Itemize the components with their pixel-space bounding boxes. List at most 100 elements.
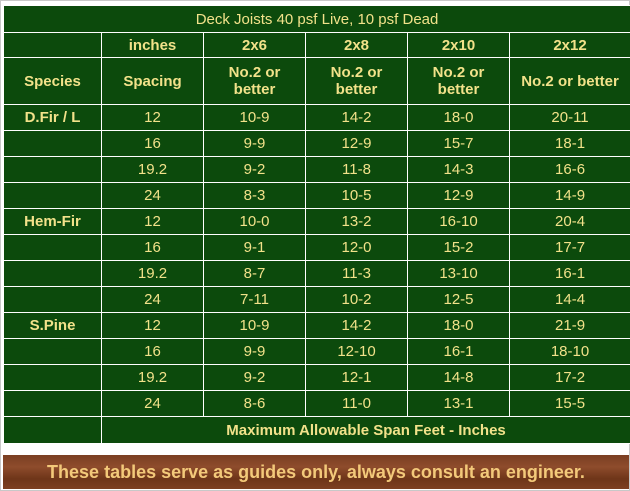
spacing-cell: 12 (102, 209, 203, 234)
table-row: 19.2 9-2 12-1 14-8 17-2 (4, 365, 630, 390)
span-value-cell: 10-9 (204, 313, 305, 338)
spacing-cell: 19.2 (102, 365, 203, 390)
span-value-cell: 7-11 (204, 287, 305, 312)
footer-row: Maximum Allowable Span Feet - Inches (4, 417, 630, 443)
footer-blank-cell (4, 417, 101, 443)
span-value-cell: 10-5 (306, 183, 407, 208)
spacing-cell: 12 (102, 313, 203, 338)
span-value-cell: 13-1 (408, 391, 509, 416)
span-value-cell: 9-1 (204, 235, 305, 260)
footer-note: Maximum Allowable Span Feet - Inches (102, 417, 630, 443)
span-value-cell: 11-3 (306, 261, 407, 286)
span-value-cell: 14-9 (510, 183, 630, 208)
span-value-cell: 17-2 (510, 365, 630, 390)
span-value-cell: 12-10 (306, 339, 407, 364)
span-value-cell: 12-1 (306, 365, 407, 390)
species-cell (4, 131, 101, 156)
span-value-cell: 12-9 (408, 183, 509, 208)
species-cell (4, 391, 101, 416)
spacing-cell: 16 (102, 131, 203, 156)
span-value-cell: 20-4 (510, 209, 630, 234)
species-cell (4, 261, 101, 286)
header-grade-2x12: No.2 or better (510, 58, 630, 104)
span-value-cell: 16-1 (510, 261, 630, 286)
span-value-cell: 10-2 (306, 287, 407, 312)
span-value-cell: 15-5 (510, 391, 630, 416)
disclaimer-banner: These tables serve as guides only, alway… (3, 455, 629, 489)
span-value-cell: 16-1 (408, 339, 509, 364)
spacing-cell: 12 (102, 105, 203, 130)
header-size-2x6: 2x6 (204, 33, 305, 57)
span-value-cell: 9-2 (204, 157, 305, 182)
span-value-cell: 20-11 (510, 105, 630, 130)
spacing-cell: 16 (102, 235, 203, 260)
header-size-2x10: 2x10 (408, 33, 509, 57)
header-grade-2x6: No.2 or better (204, 58, 305, 104)
species-cell (4, 235, 101, 260)
spacing-cell: 24 (102, 183, 203, 208)
table-row: 16 9-9 12-9 15-7 18-1 (4, 131, 630, 156)
table-title: Deck Joists 40 psf Live, 10 psf Dead (4, 6, 630, 32)
span-value-cell: 12-0 (306, 235, 407, 260)
span-value-cell: 8-6 (204, 391, 305, 416)
table-row: 19.2 8-7 11-3 13-10 16-1 (4, 261, 630, 286)
header-inches: inches (102, 33, 203, 57)
species-cell: Hem-Fir (4, 209, 101, 234)
table-row: 24 8-6 11-0 13-1 15-5 (4, 391, 630, 416)
span-value-cell: 16-10 (408, 209, 509, 234)
span-value-cell: 17-7 (510, 235, 630, 260)
span-value-cell: 10-0 (204, 209, 305, 234)
span-value-cell: 14-2 (306, 313, 407, 338)
spacing-cell: 24 (102, 287, 203, 312)
species-cell (4, 339, 101, 364)
span-value-cell: 13-2 (306, 209, 407, 234)
table-row: D.Fir / L 12 10-9 14-2 18-0 20-11 (4, 105, 630, 130)
species-cell (4, 365, 101, 390)
table-row: 24 7-11 10-2 12-5 14-4 (4, 287, 630, 312)
species-cell (4, 287, 101, 312)
span-value-cell: 15-7 (408, 131, 509, 156)
table-row: 16 9-1 12-0 15-2 17-7 (4, 235, 630, 260)
header-size-2x8: 2x8 (306, 33, 407, 57)
header-grade-2x8: No.2 or better (306, 58, 407, 104)
span-value-cell: 18-0 (408, 105, 509, 130)
table-row: S.Pine 12 10-9 14-2 18-0 21-9 (4, 313, 630, 338)
span-value-cell: 18-10 (510, 339, 630, 364)
table-row: 19.2 9-2 11-8 14-3 16-6 (4, 157, 630, 182)
span-value-cell: 21-9 (510, 313, 630, 338)
header-grade-2x10: No.2 or better (408, 58, 509, 104)
span-value-cell: 10-9 (204, 105, 305, 130)
header-species: Species (4, 58, 101, 104)
species-cell (4, 157, 101, 182)
spacing-cell: 19.2 (102, 261, 203, 286)
span-table: Deck Joists 40 psf Live, 10 psf Dead inc… (3, 5, 630, 444)
header-size-2x12: 2x12 (510, 33, 630, 57)
span-value-cell: 14-3 (408, 157, 509, 182)
span-value-cell: 14-2 (306, 105, 407, 130)
span-value-cell: 9-9 (204, 339, 305, 364)
span-value-cell: 18-0 (408, 313, 509, 338)
species-cell (4, 183, 101, 208)
species-cell: D.Fir / L (4, 105, 101, 130)
species-cell: S.Pine (4, 313, 101, 338)
spacing-cell: 19.2 (102, 157, 203, 182)
span-value-cell: 14-8 (408, 365, 509, 390)
span-value-cell: 12-5 (408, 287, 509, 312)
span-value-cell: 14-4 (510, 287, 630, 312)
span-value-cell: 13-10 (408, 261, 509, 286)
table-row: 24 8-3 10-5 12-9 14-9 (4, 183, 630, 208)
span-value-cell: 18-1 (510, 131, 630, 156)
span-value-cell: 8-7 (204, 261, 305, 286)
header-blank-cell (4, 33, 101, 57)
span-value-cell: 9-9 (204, 131, 305, 156)
span-value-cell: 16-6 (510, 157, 630, 182)
span-value-cell: 11-0 (306, 391, 407, 416)
span-value-cell: 15-2 (408, 235, 509, 260)
table-row: Hem-Fir 12 10-0 13-2 16-10 20-4 (4, 209, 630, 234)
span-value-cell: 8-3 (204, 183, 305, 208)
span-value-cell: 12-9 (306, 131, 407, 156)
span-value-cell: 11-8 (306, 157, 407, 182)
spacing-cell: 24 (102, 391, 203, 416)
spacing-cell: 16 (102, 339, 203, 364)
